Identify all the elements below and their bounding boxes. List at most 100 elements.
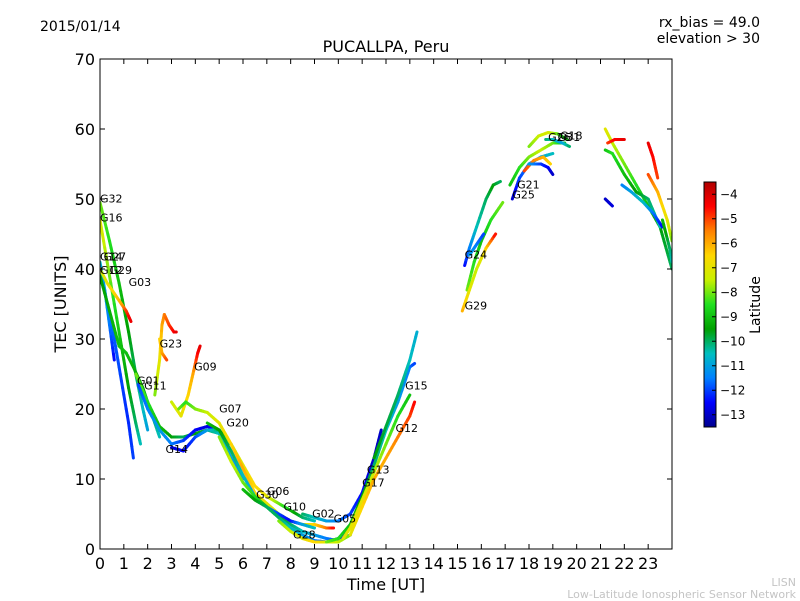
- x-tick-label: 21: [590, 554, 610, 573]
- x-tick-label: 15: [447, 554, 467, 573]
- satellite-label: G23: [160, 337, 183, 350]
- y-tick-label: 70: [75, 50, 95, 69]
- satellite-label: G15: [405, 379, 428, 392]
- satellite-label: G14: [166, 443, 189, 456]
- colorbar-tick-label: −10: [720, 334, 745, 348]
- colorbar: −4 −5 −6 −7 −8 −9 −10 −11 −12 −13: [704, 182, 745, 427]
- colorbar-tick-label: −5: [720, 212, 738, 226]
- satellite-label: G02: [312, 508, 335, 521]
- x-tick-label: 2: [143, 554, 153, 573]
- satellite-label: G32: [100, 193, 123, 206]
- x-axis-title: Time [UT]: [346, 575, 425, 594]
- satellite-label: G28: [293, 529, 316, 542]
- satellite-label: G11: [144, 379, 167, 392]
- series-segment: [414, 364, 415, 365]
- x-tick-label: 3: [166, 554, 176, 573]
- y-tick-label: 10: [75, 470, 95, 489]
- series-segment: [313, 520, 315, 521]
- x-tick-label: 20: [566, 554, 586, 573]
- x-tick-label: 18: [519, 554, 539, 573]
- x-tick-label: 0: [95, 554, 105, 573]
- series-segment: [166, 359, 167, 360]
- footer-network: Low-Latitude Ionospheric Sensor Network: [567, 588, 796, 601]
- satellite-label: G07: [219, 403, 242, 416]
- colorbar-tick-label: −8: [720, 285, 738, 299]
- satellite-label: G16: [100, 211, 123, 224]
- colorbar-tick-label: −4: [720, 187, 738, 201]
- satellite-label: G09: [194, 361, 217, 374]
- series-segment: [551, 154, 553, 155]
- satellite-label: G05: [334, 512, 357, 525]
- series-segment: [158, 434, 159, 438]
- series-segment: [483, 234, 484, 236]
- series-segment: [494, 234, 496, 236]
- y-tick-label: 40: [75, 260, 95, 279]
- series-segment: [657, 175, 658, 179]
- series-segment: [133, 452, 134, 458]
- series-segment: [130, 320, 131, 322]
- series-l6: [648, 143, 658, 178]
- colorbar-tick-label: −7: [720, 261, 738, 275]
- satellite-label: G17: [362, 477, 385, 490]
- chart-title: PUCALLPA, Peru: [323, 37, 450, 56]
- x-tick-label: 10: [328, 554, 348, 573]
- x-tick-label: 12: [376, 554, 396, 573]
- series-g07: [179, 402, 334, 528]
- colorbar-tick-label: −11: [720, 359, 745, 373]
- x-tick-label: 7: [262, 554, 272, 573]
- series-layer: [100, 129, 672, 542]
- x-tick-label: 4: [190, 554, 200, 573]
- x-tick-label: 13: [400, 554, 420, 573]
- date-label: 2015/01/14: [40, 19, 121, 35]
- x-tick-label: 17: [495, 554, 515, 573]
- y-tick-label: 30: [75, 330, 95, 349]
- series-segment: [408, 395, 410, 399]
- series-segment: [380, 430, 381, 435]
- satellite-label: G29: [465, 300, 488, 313]
- colorbar-tick-label: −12: [720, 383, 745, 397]
- x-tick-label: 11: [352, 554, 372, 573]
- series-segment: [611, 205, 612, 206]
- x-tick-label: 1: [119, 554, 129, 573]
- series-segment: [501, 203, 503, 206]
- satellite-label: G10: [284, 501, 307, 514]
- series-g09: [172, 346, 201, 416]
- satellite-label: G13: [367, 463, 390, 476]
- satellite-label-layer: G32G16G14G27G12G29G03G23G09G01G11G07G20G…: [100, 130, 583, 542]
- rx-bias-label: rx_bias = 49.0: [659, 15, 760, 31]
- y-axis-title: TEC [UNITS]: [51, 256, 70, 354]
- y-tick-label: 20: [75, 400, 95, 419]
- series-segment: [499, 182, 500, 183]
- x-tick-label: 9: [309, 554, 319, 573]
- colorbar-label: Latitude: [748, 276, 764, 334]
- colorbar-tick-label: −6: [720, 236, 738, 250]
- x-tick-label: 19: [543, 554, 563, 573]
- x-tick-label: 5: [214, 554, 224, 573]
- series-segment: [414, 402, 415, 404]
- series-segment: [568, 146, 569, 147]
- y-tick-label: 0: [85, 540, 95, 559]
- series-segment: [552, 173, 553, 174]
- satellite-label: G27: [104, 251, 127, 264]
- satellite-label: G24: [465, 249, 488, 262]
- y-tick-label: 60: [75, 120, 95, 139]
- x-tick-label: 16: [471, 554, 491, 573]
- series-segment: [147, 427, 148, 431]
- satellite-label: G30: [256, 489, 279, 502]
- colorbar-tick-label: −13: [720, 408, 745, 422]
- x-tick-label: 22: [614, 554, 634, 573]
- satellite-label: G18: [560, 130, 583, 143]
- x-tick-label: 14: [423, 554, 443, 573]
- elevation-label: elevation > 30: [657, 31, 760, 47]
- colorbar-tick-label: −9: [720, 310, 738, 324]
- x-tick-label: 23: [638, 554, 658, 573]
- series-segment: [549, 163, 550, 164]
- x-tick-label: 8: [286, 554, 296, 573]
- y-tick-label: 50: [75, 190, 95, 209]
- series-segment: [114, 354, 115, 360]
- series-l4: [605, 199, 612, 206]
- x-tick-label: 6: [238, 554, 248, 573]
- satellite-label: G12: [396, 422, 419, 435]
